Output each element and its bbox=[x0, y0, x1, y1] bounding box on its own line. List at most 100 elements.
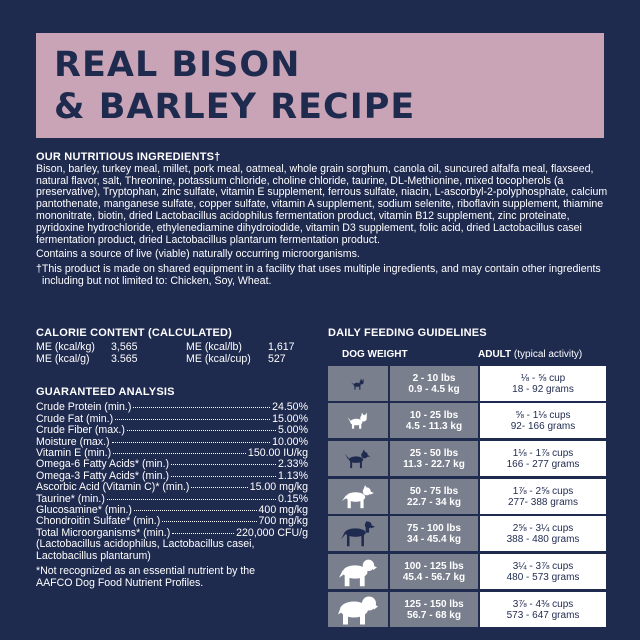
dot-leader bbox=[115, 418, 271, 420]
analysis-value: 5.00% bbox=[277, 424, 308, 437]
dot-leader bbox=[133, 407, 271, 409]
dog-size-cell bbox=[328, 591, 388, 627]
weight-kg: 56.7 - 68 kg bbox=[407, 609, 461, 621]
large-dog-icon bbox=[342, 484, 374, 508]
calorie-heading: CALORIE CONTENT (CALCULATED) bbox=[36, 327, 233, 339]
title-banner: REAL BISON & BARLEY RECIPE bbox=[36, 33, 604, 138]
title-line-1: REAL BISON bbox=[54, 45, 301, 85]
ingredients-list: Bison, barley, turkey meal, millet, pork… bbox=[36, 162, 608, 246]
tiny-dog-icon bbox=[351, 378, 364, 390]
footnote-line: *Not recognized as an essential nutrient… bbox=[36, 565, 256, 578]
amount-grams: 573 - 647 grams bbox=[506, 609, 580, 621]
feeding-row: 100 - 125 lbs 45.4 - 56.7 kg 3¼ - 3⅞ cups… bbox=[328, 554, 606, 590]
adult-header: ADULT (typical activity) bbox=[478, 349, 582, 360]
amount-cell: 3⅞ - 4⅜ cups 573 - 647 grams bbox=[480, 591, 606, 627]
microorganism-note: Lactobacillus plantarum) bbox=[36, 549, 151, 562]
feeding-row: 50 - 75 lbs 22.7 - 34 kg 1⅞ - 2⅝ cups 277-… bbox=[328, 478, 606, 514]
amount-cups: 2⅝ - 3¼ cups bbox=[512, 523, 574, 535]
weight-cell: 10 - 25 lbs 4.5 - 11.3 kg bbox=[390, 403, 478, 439]
dog-size-cell bbox=[328, 516, 388, 552]
analysis-value: 15.00 mg/kg bbox=[249, 481, 308, 494]
title-line-2: & BARLEY RECIPE bbox=[54, 87, 416, 127]
amount-cell: ⅝ - 1⅛ cups 92- 166 grams bbox=[480, 403, 606, 439]
dot-leader bbox=[162, 521, 257, 523]
ingredients-heading: OUR NUTRITIOUS INGREDIENTS† bbox=[36, 151, 221, 163]
ingredients-section: OUR NUTRITIOUS INGREDIENTS† Bison, barle… bbox=[36, 151, 608, 288]
analysis-heading: GUARANTEED ANALYSIS bbox=[36, 386, 175, 398]
analysis-label: Total Microorganisms* (min.) bbox=[36, 526, 171, 539]
amount-grams: 388 - 480 grams bbox=[506, 534, 580, 546]
analysis-label: Taurine* (min.) bbox=[36, 492, 105, 505]
calorie-label: ME (kcal/cup) bbox=[186, 353, 251, 365]
weight-lbs: 10 - 25 lbs bbox=[409, 410, 459, 422]
calorie-value: 527 bbox=[268, 353, 286, 365]
amount-cell: ⅛ - ⅝ cup 18 - 92 grams bbox=[480, 365, 606, 401]
analysis-row: Omega-3 Fatty Acids* (min.) 1.13% bbox=[36, 470, 308, 482]
calorie-content-section: CALORIE CONTENT (CALCULATED) ME (kcal/kg… bbox=[36, 327, 306, 367]
amount-cell: 1⅛ - 1⅞ cups 166 - 277 grams bbox=[480, 441, 606, 477]
small-dog-icon bbox=[347, 413, 367, 430]
dot-leader bbox=[171, 464, 276, 466]
analysis-row: Ascorbic Acid (Vitamin C)* (min.) 15.00 m… bbox=[36, 481, 308, 494]
analysis-row: Taurine* (min.) 0.15% bbox=[36, 492, 308, 505]
feeding-table-header: DOG WEIGHT ADULT (typical activity) bbox=[328, 347, 606, 363]
feeding-row: 75 - 100 lbs 34 - 45.4 kg 2⅝ - 3¼ cups 388… bbox=[328, 516, 606, 552]
weight-cell: 50 - 75 lbs 22.7 - 34 kg bbox=[390, 478, 478, 514]
analysis-row: Omega-6 Fatty Acids* (min.) 2.33% bbox=[36, 458, 308, 471]
analysis-value: 400 mg/kg bbox=[258, 504, 308, 517]
weight-cell: 2 - 10 lbs 0.9 - 4.5 kg bbox=[390, 365, 478, 401]
microorganism-note: (Lactobacillus acidophilus, Lactobacillu… bbox=[36, 538, 255, 551]
calorie-value: 1,617 bbox=[268, 341, 295, 353]
great-dane-icon bbox=[341, 521, 375, 547]
analysis-label: Glucosamine* (min.) bbox=[36, 504, 132, 517]
weight-lbs: 2 - 10 lbs bbox=[412, 372, 456, 384]
analysis-row: Moisture (max.) 10.00% bbox=[36, 435, 308, 448]
dog-size-cell bbox=[328, 441, 388, 477]
dog-size-cell bbox=[328, 403, 388, 439]
weight-lbs: 100 - 125 lbs bbox=[404, 561, 464, 573]
weight-lbs: 75 - 100 lbs bbox=[407, 523, 461, 535]
dot-leader bbox=[106, 498, 276, 500]
giant-dog-icon bbox=[338, 596, 378, 625]
amount-cups: 1⅛ - 1⅞ cups bbox=[512, 448, 574, 460]
feeding-row: 125 - 150 lbs 56.7 - 68 kg 3⅞ - 4⅜ cups 57… bbox=[328, 591, 606, 627]
analysis-value: 0.15% bbox=[277, 492, 308, 505]
aafco-footnote: *Not recognized as an essential nutrient… bbox=[36, 565, 308, 589]
amount-cell: 3¼ - 3⅞ cups 480 - 573 grams bbox=[480, 554, 606, 590]
live-microorganisms-note: Contains a source of live (viable) natur… bbox=[36, 248, 360, 261]
dot-leader bbox=[171, 475, 276, 477]
analysis-label: Moisture (max.) bbox=[36, 435, 110, 448]
dot-leader bbox=[172, 532, 235, 534]
analysis-value: 150.00 IU/kg bbox=[247, 447, 308, 460]
amount-grams: 92- 166 grams bbox=[510, 421, 576, 433]
analysis-value: 220,000 CFU/g bbox=[236, 526, 308, 539]
weight-kg: 22.7 - 34 kg bbox=[407, 496, 461, 508]
dot-leader bbox=[111, 441, 271, 443]
dog-weight-header: DOG WEIGHT bbox=[342, 349, 408, 360]
analysis-label: Ascorbic Acid (Vitamin C)* (min.) bbox=[36, 481, 190, 494]
feeding-row: 10 - 25 lbs 4.5 - 11.3 kg ⅝ - 1⅛ cups 92- … bbox=[328, 403, 606, 439]
calorie-label: ME (kcal/g) bbox=[36, 353, 90, 365]
amount-cups: ⅝ - 1⅛ cups bbox=[515, 410, 571, 422]
dog-size-cell bbox=[328, 478, 388, 514]
analysis-label: Crude Protein (min.) bbox=[36, 401, 132, 414]
analysis-label: Crude Fiber (max.) bbox=[36, 424, 125, 437]
guaranteed-analysis-section: GUARANTEED ANALYSIS Crude Protein (min.)… bbox=[36, 386, 308, 589]
analysis-value: 2.33% bbox=[277, 458, 308, 471]
amount-cups: 1⅞ - 2⅝ cups bbox=[512, 485, 574, 497]
amount-cups: 3¼ - 3⅞ cups bbox=[512, 561, 574, 573]
analysis-row: Crude Fat (min.) 15.00% bbox=[36, 412, 308, 425]
weight-kg: 11.3 - 22.7 kg bbox=[403, 459, 465, 471]
analysis-value: 10.00% bbox=[272, 435, 308, 448]
medium-dog-icon bbox=[345, 449, 371, 469]
amount-grams: 480 - 573 grams bbox=[506, 572, 580, 584]
footnote-line: AAFCO Dog Food Nutrient Profiles. bbox=[36, 576, 204, 589]
weight-kg: 34 - 45.4 kg bbox=[407, 534, 461, 546]
analysis-value: 15.00% bbox=[272, 412, 308, 425]
weight-lbs: 50 - 75 lbs bbox=[409, 485, 459, 497]
calorie-value: 3,565 bbox=[111, 341, 138, 353]
analysis-row: Crude Fiber (max.) 5.00% bbox=[36, 424, 308, 437]
feeding-row: 25 - 50 lbs 11.3 - 22.7 kg 1⅛ - 1⅞ cups 16… bbox=[328, 441, 606, 477]
analysis-label: Crude Fat (min.) bbox=[36, 412, 114, 425]
feeding-row: 2 - 10 lbs 0.9 - 4.5 kg ⅛ - ⅝ cup 18 - 92 … bbox=[328, 365, 606, 401]
